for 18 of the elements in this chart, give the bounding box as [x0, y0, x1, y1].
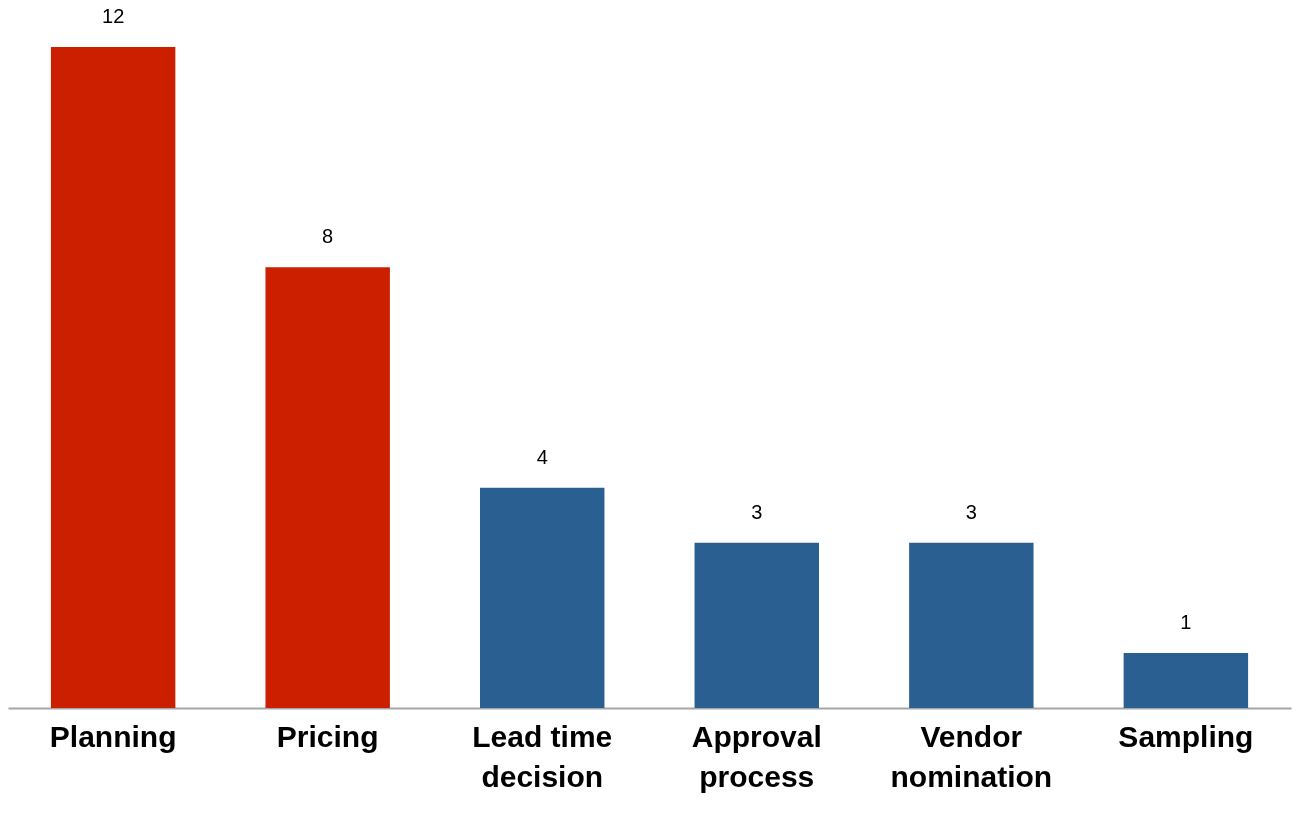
bar	[694, 542, 819, 708]
bar	[480, 487, 605, 708]
x-tick-label: Vendor nomination	[890, 719, 1053, 793]
x-tick-label: Sampling	[1118, 719, 1254, 753]
bar	[909, 542, 1034, 708]
data-label: 4	[536, 445, 548, 468]
data-label: 3	[751, 500, 763, 523]
data-label: 8	[322, 225, 334, 248]
data-label: 12	[102, 5, 125, 27]
bar	[1123, 652, 1249, 708]
bar	[265, 267, 390, 708]
x-tick-label: Approval process	[691, 719, 822, 793]
x-tick-label: Pricing	[276, 719, 379, 753]
bar	[50, 47, 176, 708]
data-label: 3	[965, 500, 977, 523]
x-tick-label: Lead time decision	[472, 719, 613, 793]
data-label: 1	[1180, 610, 1192, 633]
x-tick-label: Planning	[49, 719, 177, 753]
